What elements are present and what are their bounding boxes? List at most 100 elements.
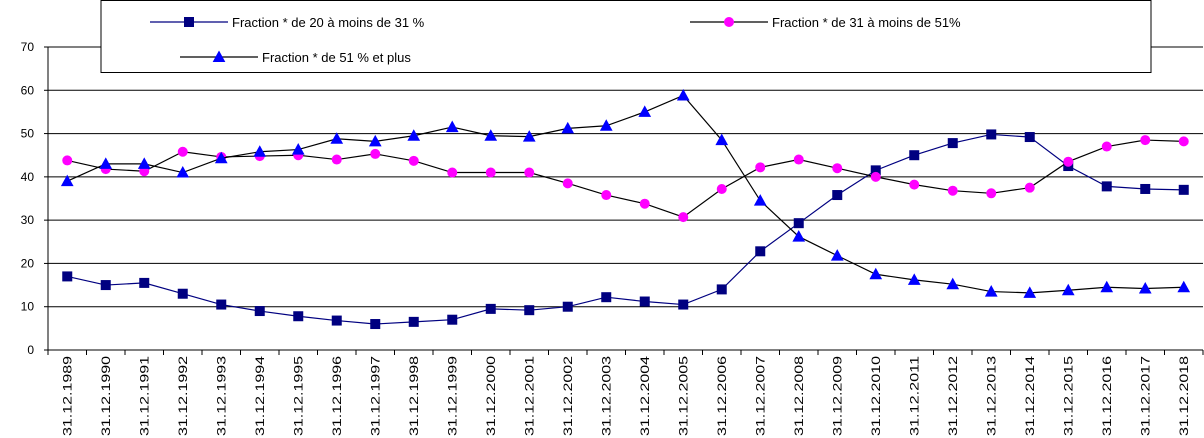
data-point — [522, 130, 536, 142]
data-point — [715, 133, 729, 146]
data-point — [485, 167, 496, 178]
data-point — [62, 271, 73, 282]
series-line — [67, 139, 1184, 218]
data-point — [599, 119, 613, 131]
y-tick-label: 40 — [21, 170, 35, 184]
x-tick-label: 31.12.1998 — [407, 356, 421, 436]
data-point — [947, 185, 958, 196]
x-tick-label: 31.12.1990 — [99, 356, 113, 436]
y-tick-label: 70 — [21, 40, 35, 54]
x-tick-label: 31.12.2001 — [522, 356, 536, 436]
data-point — [253, 145, 267, 157]
data-point — [832, 190, 843, 201]
legend-marker — [184, 17, 194, 27]
legend-label: Fraction * de 51 % et plus — [262, 50, 411, 65]
data-point — [907, 273, 921, 285]
data-point — [60, 174, 74, 187]
y-tick-label: 10 — [21, 300, 35, 314]
data-point — [524, 167, 535, 178]
data-point — [1140, 135, 1151, 146]
data-point — [793, 218, 804, 229]
data-point — [678, 212, 689, 223]
data-point — [1177, 280, 1191, 293]
data-point — [447, 167, 458, 178]
data-point — [139, 277, 150, 288]
x-tick-label: 31.12.2007 — [753, 356, 767, 436]
x-tick-label: 31.12.2003 — [599, 356, 613, 436]
x-tick-label: 31.12.2015 — [1061, 356, 1075, 436]
x-tick-label: 31.12.2013 — [984, 356, 998, 436]
data-point — [562, 301, 573, 312]
data-point — [755, 162, 766, 173]
data-point — [330, 132, 344, 144]
data-point — [1024, 132, 1035, 143]
data-point — [331, 154, 342, 165]
data-point — [291, 143, 305, 155]
data-point — [676, 88, 690, 101]
data-point — [678, 299, 689, 310]
data-point — [869, 267, 883, 280]
x-tick-label: 31.12.1995 — [291, 356, 305, 436]
x-tick-label: 31.12.2002 — [561, 356, 575, 436]
data-point — [832, 163, 843, 174]
data-point — [909, 179, 920, 190]
data-point — [214, 151, 228, 164]
data-point — [485, 303, 496, 314]
x-tick-label: 31.12.1994 — [253, 356, 267, 436]
data-point — [484, 129, 498, 141]
data-point — [716, 284, 727, 295]
data-point — [601, 190, 612, 201]
data-point — [1138, 281, 1152, 294]
x-tick-label: 31.12.2004 — [638, 356, 652, 436]
y-tick-label: 0 — [27, 343, 34, 357]
x-tick-label: 31.12.2014 — [1023, 356, 1037, 436]
x-tick-label: 31.12.2008 — [792, 356, 806, 436]
x-tick-label: 31.12.2005 — [676, 356, 690, 436]
data-point — [1061, 283, 1075, 296]
data-point — [524, 305, 535, 316]
data-point — [62, 155, 73, 166]
data-point — [1101, 181, 1112, 192]
data-point — [638, 105, 652, 117]
x-tick-label: 31.12.2017 — [1138, 356, 1152, 436]
x-tick-label: 31.12.2011 — [907, 356, 921, 436]
data-point — [909, 150, 920, 161]
data-point — [177, 288, 188, 299]
data-point — [216, 299, 227, 310]
y-tick-label: 20 — [21, 256, 35, 270]
series-line — [67, 94, 1184, 294]
x-tick-label: 31.12.1999 — [445, 356, 459, 436]
data-point — [1024, 182, 1035, 193]
legend-label: Fraction * de 31 à moins de 51% — [772, 15, 961, 30]
data-point — [984, 285, 998, 297]
data-point — [407, 129, 421, 141]
data-point — [753, 194, 767, 206]
data-point — [293, 311, 304, 322]
data-point — [176, 165, 190, 178]
x-tick-label: 31.12.2018 — [1177, 356, 1191, 436]
data-point — [368, 134, 382, 147]
data-point — [870, 171, 881, 182]
x-tick-label: 31.12.1996 — [330, 356, 344, 436]
data-point — [254, 306, 265, 317]
data-point — [716, 183, 727, 194]
data-point — [792, 230, 806, 242]
data-point — [408, 155, 419, 166]
y-tick-label: 60 — [21, 83, 35, 97]
data-point — [1178, 184, 1189, 195]
data-point — [370, 148, 381, 159]
x-tick-label: 31.12.2000 — [484, 356, 498, 436]
data-point — [1023, 286, 1037, 298]
data-point — [177, 146, 188, 157]
data-point — [639, 296, 650, 307]
x-tick-label: 31.12.2010 — [869, 356, 883, 436]
data-point — [947, 138, 958, 149]
data-point — [137, 157, 151, 169]
data-point — [331, 315, 342, 326]
data-point — [1063, 156, 1074, 167]
data-point — [100, 280, 111, 291]
x-tick-label: 31.12.1992 — [176, 356, 190, 436]
data-point — [99, 157, 113, 169]
data-point — [1101, 141, 1112, 152]
data-point — [830, 249, 844, 261]
